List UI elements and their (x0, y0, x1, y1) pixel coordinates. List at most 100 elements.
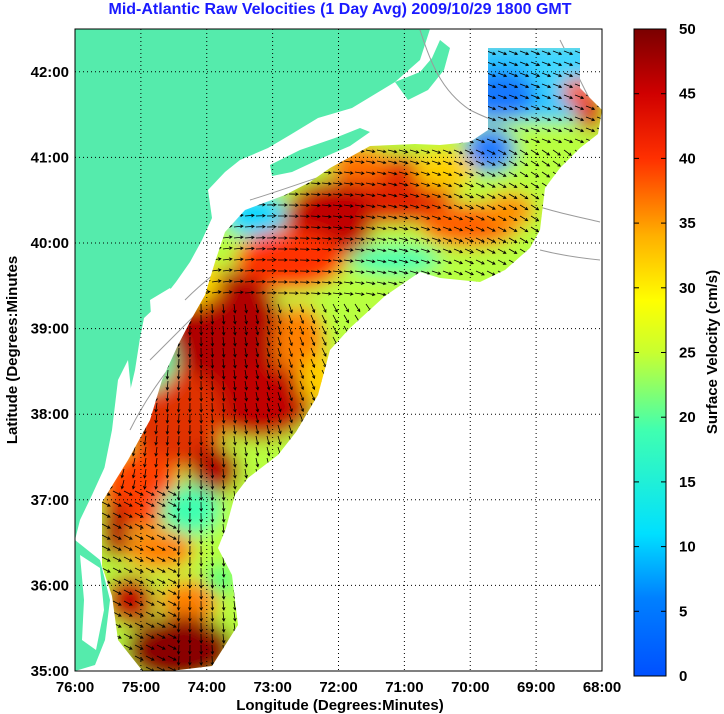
velocity-arrow (188, 479, 192, 490)
velocity-arrow (102, 512, 111, 518)
velocity-arrow (176, 644, 181, 655)
velocity-arrow (519, 171, 529, 178)
velocity-arrow (508, 116, 519, 122)
velocity-arrow (552, 160, 561, 167)
velocity-arrow (442, 160, 453, 165)
velocity-arrow (266, 280, 277, 284)
velocity-arrow (199, 336, 203, 347)
velocity-arrow (332, 226, 343, 230)
velocity-arrow (233, 457, 237, 468)
velocity-arrow (176, 402, 181, 413)
velocity-arrow (277, 413, 282, 424)
velocity-arrow (321, 269, 332, 274)
velocity-arrow (176, 424, 181, 435)
velocity-arrow (530, 61, 541, 67)
velocity-arrow (278, 258, 288, 262)
velocity-arrow (475, 204, 485, 210)
velocity-arrow (188, 534, 192, 545)
y-tick-label: 35:00 (31, 663, 69, 680)
velocity-arrow (199, 501, 203, 512)
velocity-arrow (211, 268, 222, 272)
velocity-arrow (199, 402, 203, 413)
velocity-arrow (464, 193, 474, 199)
velocity-arrow (365, 204, 376, 209)
velocity-arrow (120, 468, 125, 479)
velocity-arrow (541, 105, 552, 111)
velocity-arrow (321, 291, 332, 296)
velocity-arrow (176, 347, 181, 358)
velocity-arrow (310, 303, 316, 314)
velocity-arrow (530, 72, 541, 78)
velocity-arrow (233, 224, 244, 229)
velocity-arrow (442, 193, 453, 198)
velocity-arrow (299, 236, 310, 241)
velocity-arrow (266, 225, 277, 229)
velocity-arrow (145, 666, 155, 671)
velocity-arrow (497, 182, 507, 188)
velocity-arrow (167, 666, 177, 671)
velocity-arrow (221, 303, 226, 314)
velocity-arrow (453, 149, 464, 155)
velocity-arrow (486, 83, 497, 89)
velocity-arrow (310, 203, 321, 208)
velocity-arrow (497, 149, 507, 155)
velocity-arrow (210, 446, 215, 457)
velocity-arrow (112, 578, 122, 584)
x-tick-label: 69:00 (517, 679, 555, 696)
velocity-arrow (165, 446, 170, 457)
velocity-arrow (221, 380, 226, 391)
velocity-arrow (519, 105, 530, 111)
velocity-arrow (255, 224, 266, 229)
velocity-arrow (211, 279, 222, 283)
velocity-arrow (530, 94, 541, 100)
velocity-arrow (156, 534, 166, 540)
velocity-arrow (464, 149, 474, 155)
velocity-arrow (398, 237, 409, 242)
velocity-arrow (102, 556, 111, 562)
velocity-arrow (519, 149, 529, 156)
velocity-arrow (233, 611, 237, 622)
velocity-arrow (541, 160, 551, 167)
velocity-arrow (244, 303, 248, 314)
velocity-arrow (221, 457, 226, 468)
x-tick-label: 73:00 (253, 679, 291, 696)
velocity-arrow (188, 622, 192, 633)
velocity-arrow (210, 622, 215, 633)
velocity-arrow (176, 578, 181, 589)
velocity-arrow (233, 314, 237, 325)
velocity-arrow (134, 534, 144, 540)
velocity-arrow (123, 567, 133, 573)
velocity-arrow (464, 226, 474, 232)
velocity-arrow (299, 247, 310, 252)
velocity-arrow (376, 270, 387, 275)
velocity-arrow (165, 424, 170, 435)
velocity-arrow (210, 424, 215, 435)
velocity-arrow (167, 556, 177, 562)
velocity-arrow (332, 248, 343, 252)
velocity-arrow (497, 160, 507, 166)
velocity-arrow (376, 193, 387, 198)
velocity-arrow (123, 556, 133, 562)
velocity-arrow (497, 61, 508, 67)
velocity-arrow (210, 600, 215, 611)
velocity-arrow (145, 600, 155, 606)
velocity-arrow (277, 325, 282, 336)
velocity-arrow (332, 281, 343, 285)
velocity-arrow (530, 127, 541, 133)
velocity-arrow (574, 127, 585, 133)
velocity-arrow (102, 534, 111, 540)
velocity-arrow (255, 369, 260, 380)
velocity-arrow (508, 215, 518, 221)
velocity-arrow (221, 501, 226, 512)
velocity-arrow (376, 226, 387, 231)
velocity-arrow (123, 600, 133, 606)
velocity-arrow (519, 50, 530, 56)
velocity-arrow (244, 424, 248, 435)
velocity-arrow (131, 446, 136, 457)
velocity-arrow (310, 347, 316, 358)
velocity-arrow (102, 523, 111, 529)
velocity-arrow (156, 545, 166, 551)
velocity-arrow (508, 127, 519, 133)
velocity-arrow (244, 402, 248, 413)
y-tick-label: 36:00 (31, 577, 69, 594)
